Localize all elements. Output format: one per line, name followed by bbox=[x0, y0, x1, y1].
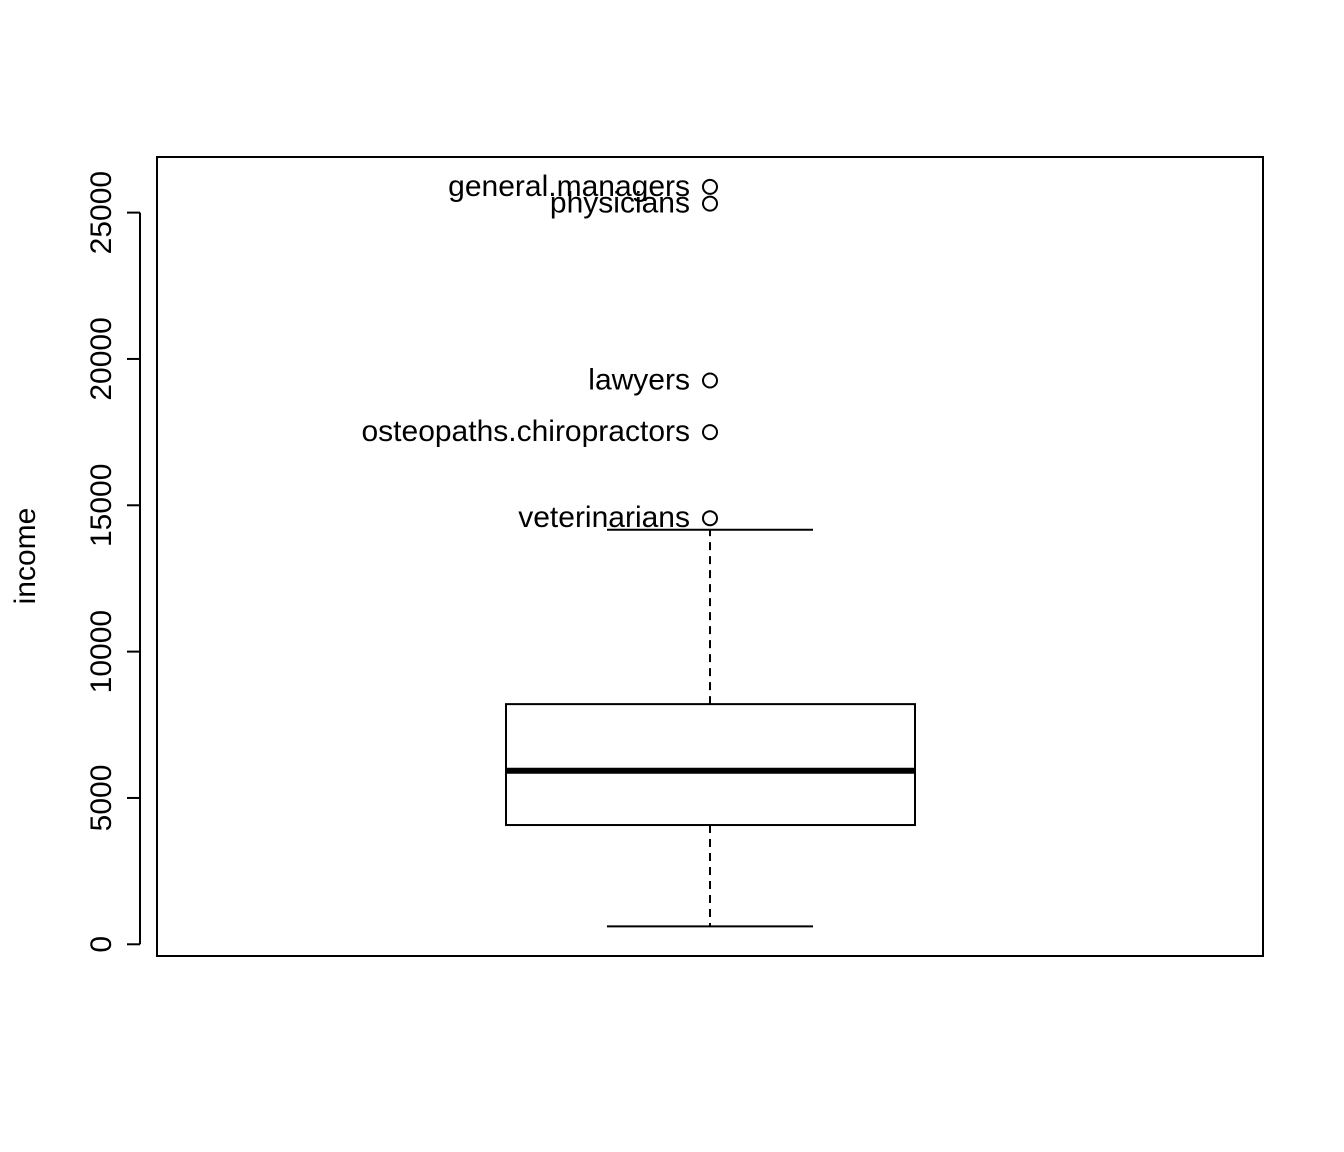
outlier-point bbox=[702, 510, 718, 527]
outlier-label: veterinarians bbox=[518, 501, 690, 534]
outlier-label: physicians bbox=[550, 187, 690, 220]
y-axis: 0 5000 10000 15000 20000 25000 bbox=[85, 171, 141, 953]
outlier-point bbox=[702, 372, 718, 389]
interquartile-box bbox=[505, 703, 916, 827]
outlier-label: general.managers bbox=[448, 170, 690, 203]
plot-frame bbox=[156, 156, 1264, 957]
outlier-point bbox=[702, 195, 718, 212]
outlier-label: osteopaths.chiropractors bbox=[361, 415, 690, 448]
y-axis-label: income bbox=[9, 508, 42, 605]
outlier-label: lawyers bbox=[588, 364, 690, 397]
y-tick-label: 15000 bbox=[85, 464, 118, 547]
box-group bbox=[505, 528, 916, 928]
y-tick-label: 5000 bbox=[85, 765, 118, 832]
outlier-point bbox=[702, 178, 718, 195]
outlier-point bbox=[702, 424, 718, 441]
y-tick-label: 10000 bbox=[85, 610, 118, 693]
y-tick-label: 20000 bbox=[85, 317, 118, 400]
y-tick-label: 25000 bbox=[85, 171, 118, 254]
y-tick-label: 0 bbox=[85, 936, 118, 953]
